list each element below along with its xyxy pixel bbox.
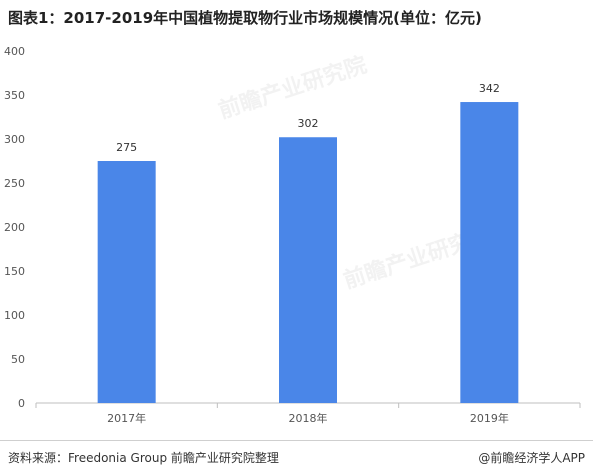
y-tick-label: 50: [11, 353, 25, 366]
bar: [460, 102, 519, 403]
y-axis: 0 50 100 150 200 250 300 350 400: [4, 45, 25, 410]
bar: [97, 161, 156, 403]
y-tick-label: 250: [4, 177, 25, 190]
y-tick-label: 100: [4, 309, 25, 322]
x-tick-label: 2018年: [289, 411, 328, 425]
data-label: 275: [116, 141, 137, 154]
y-tick-label: 350: [4, 89, 25, 102]
brand-credit: @前瞻经济学人APP: [478, 451, 585, 465]
y-tick-label: 150: [4, 265, 25, 278]
y-tick-label: 300: [4, 133, 25, 146]
footer: 资料来源：Freedonia Group 前瞻产业研究院整理 @前瞻经济学人AP…: [0, 440, 593, 472]
data-label: 302: [298, 117, 319, 130]
data-label: 342: [479, 82, 500, 95]
bars: 275 302 342: [97, 82, 519, 404]
bar-chart: 0 50 100 150 200 250 300 350 400 2017年 2018年 2019年…: [4, 45, 581, 425]
y-tick-label: 400: [4, 45, 25, 58]
x-tick-label: 2019年: [470, 411, 509, 425]
chart-title: 图表1：2017-2019年中国植物提取物行业市场规模情况(单位：亿元): [8, 9, 482, 27]
bar: [279, 137, 337, 404]
x-axis: 2017年 2018年 2019年: [35, 402, 581, 425]
source-note: 资料来源：Freedonia Group 前瞻产业研究院整理: [8, 451, 279, 465]
y-tick-label: 0: [18, 397, 25, 410]
x-tick-label: 2017年: [107, 411, 146, 425]
y-tick-label: 200: [4, 221, 25, 234]
